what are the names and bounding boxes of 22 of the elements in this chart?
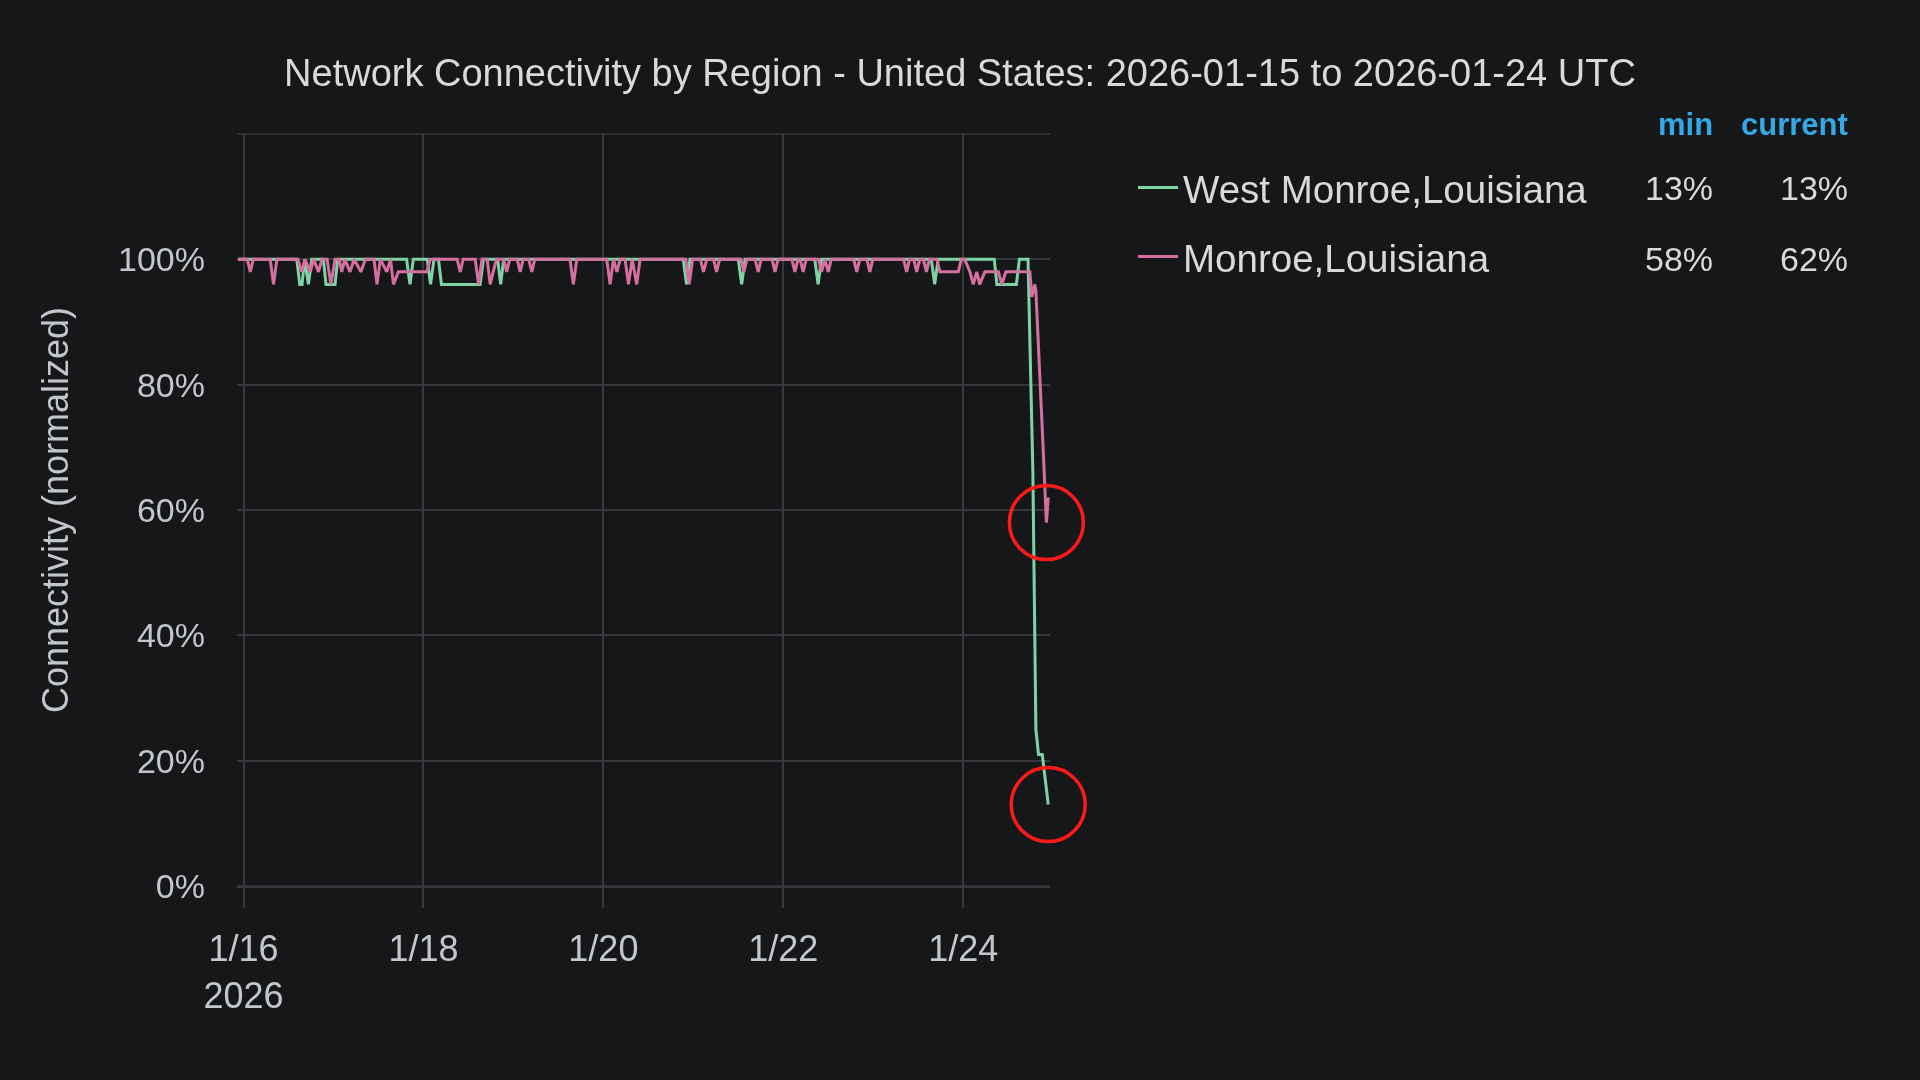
y-tick-label: 60% [136,490,205,529]
text: 58% [1645,240,1714,278]
line-series [237,257,1050,525]
y-tick-label: 40% [136,616,205,655]
text: current [1741,107,1848,142]
y-axis-title: Connectivity (normalized) [34,306,76,714]
y-tick-label: 20% [136,741,205,780]
y-tick-label: 100% [118,240,205,279]
x-tick-label: 1/24 [928,927,999,969]
text: min [1658,107,1714,142]
x-tick-label: 1/22 [748,927,819,969]
text: 13% [1780,169,1849,207]
text: 62% [1780,240,1849,278]
chart-title: Network Connectivity by Region - United States: 2026-01-15 to 2026-01-24 UTC [284,52,1636,95]
legend-label: West Monroe,Louisiana [1183,167,1588,211]
y-tick-label: 80% [136,365,205,404]
x-tick-label: 1/20 [568,927,639,969]
x-tick-label: 1/16 2026 [203,927,284,1016]
legend-label: Monroe,Louisiana [1183,236,1490,280]
y-tick-label: 0% [155,866,205,905]
text: 13% [1645,169,1714,207]
x-tick-label: 1/18 [388,927,459,969]
